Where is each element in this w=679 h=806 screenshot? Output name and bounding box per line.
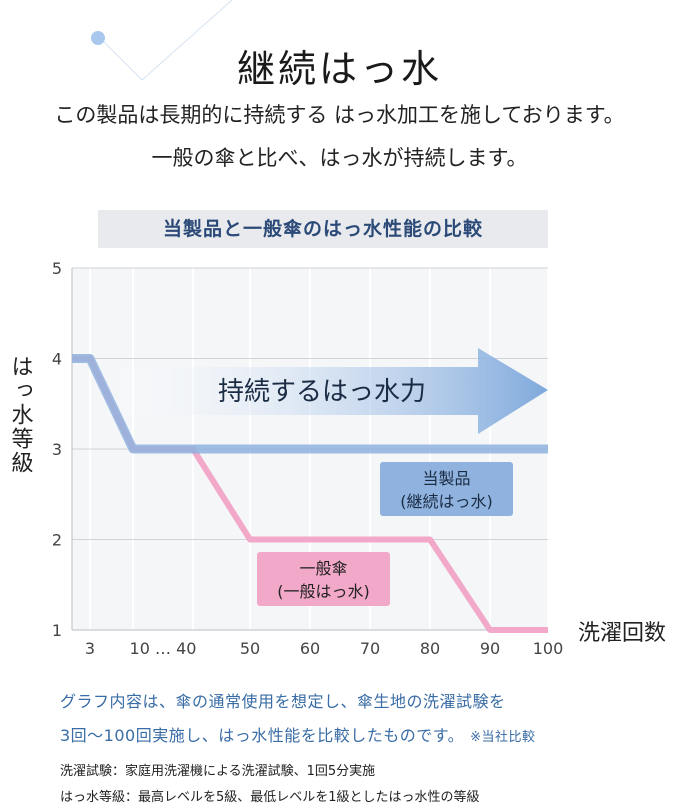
decoration-line (103, 41, 143, 81)
y-tick-label: 1 (52, 621, 62, 640)
wash-test-note: 洗濯試験：家庭用洗濯機による洗濯試験、1回5分実施 (60, 764, 376, 779)
x-tick-label: 90 (480, 639, 500, 658)
grade-note: はっ水等級：最高レベルを5級、最低レベルを1級としたはっ水性の等級 (60, 790, 480, 805)
series-label-box-general (257, 552, 390, 606)
y-tick-label: 5 (52, 259, 62, 278)
trend-arrow (120, 348, 548, 434)
decoration-lines (91, 0, 233, 81)
x-tick-label: 60 (300, 639, 320, 658)
y-tick-label: 4 (52, 350, 62, 369)
y-tick-label: 3 (52, 440, 62, 459)
x-axis-label: 洗濯回数 (578, 621, 666, 646)
decoration-line (141, 0, 233, 81)
arrow-annotation: 持続するはっ水力 (218, 377, 426, 407)
series-name-general: 一般傘 (299, 559, 347, 578)
footnote-line-1: グラフ内容は、傘の通常使用を想定し、傘生地の洗濯試験を (60, 692, 506, 711)
series-sublabel-product: (継続はっ水) (400, 492, 493, 511)
intro-line-2: 一般の傘と比べ、はっ水が持続します。 (151, 146, 528, 170)
intro-line-1: この製品は長期的に持続する はっ水加工を施しております。 (54, 103, 625, 127)
series-name-product: 当製品 (422, 469, 470, 488)
decoration-dot (91, 31, 105, 45)
x-tick-label: 70 (360, 639, 380, 658)
x-tick-label: 100 (533, 639, 564, 658)
page-title: 継続はっ水 (236, 47, 442, 91)
x-tick-label: 50 (240, 639, 260, 658)
series-label-box-product (380, 462, 513, 516)
footnote-line-2-text: 3回〜100回実施し、はっ水性能を比較したものです。 (60, 726, 465, 745)
footnote-line-2: 3回〜100回実施し、はっ水性能を比較したものです。 ※当社比較 (60, 722, 536, 746)
y-tick-label: 2 (52, 531, 62, 550)
y-axis-label: はっ水等級 (8, 355, 34, 475)
x-tick-label: 10 … 40 (130, 639, 197, 658)
x-tick-label: 3 (85, 639, 95, 658)
footnote-remark: ※当社比較 (470, 730, 536, 745)
series-line-product (72, 354, 548, 454)
x-tick-label: 80 (420, 639, 440, 658)
chart-title: 当製品と一般傘のはっ水性能の比較 (98, 210, 548, 248)
series-sublabel-general: (一般はっ水) (277, 582, 370, 601)
